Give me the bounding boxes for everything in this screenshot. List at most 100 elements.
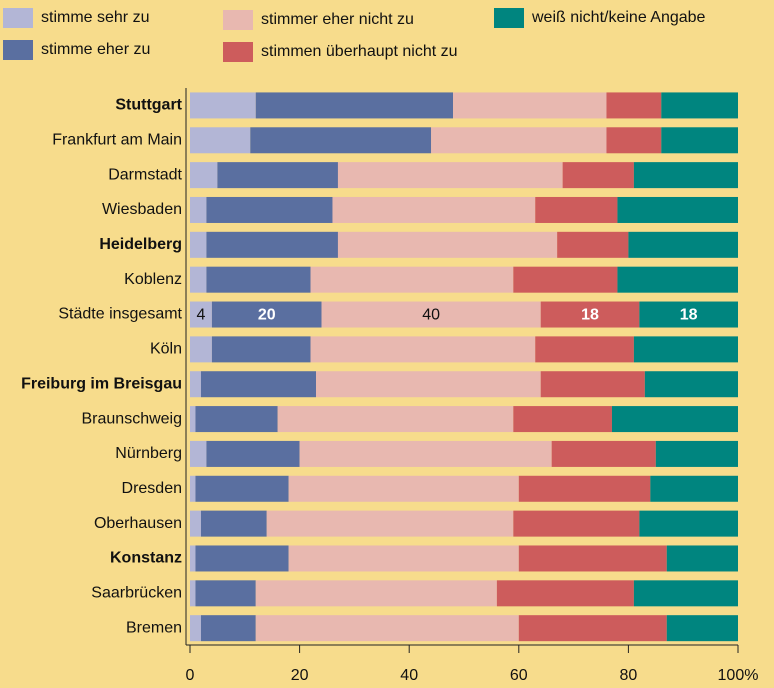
legend-label: stimme eher zu: [41, 41, 150, 58]
x-tick-label: 100%: [718, 667, 759, 684]
bar-segment: [190, 92, 256, 119]
bar-segment: [190, 196, 207, 223]
bar-segment: [606, 127, 662, 154]
bar-segment: [190, 475, 196, 502]
bar-segment: [518, 615, 667, 642]
bar-segment: [633, 336, 738, 363]
legend-label: stimmen überhaupt nicht zu: [261, 43, 458, 60]
bar-segment: [617, 196, 738, 223]
category-label: Darmstadt: [108, 166, 182, 183]
bar-segment: [513, 266, 618, 293]
bar-segment: [288, 545, 519, 572]
category-label: Städte insgesamt: [58, 306, 182, 323]
legend-label: stimme sehr zu: [41, 9, 149, 26]
bar-segment: [195, 406, 278, 433]
bar-segment: [661, 92, 738, 119]
bar-segment: [666, 615, 738, 642]
bar-segment: [211, 301, 322, 328]
bar-segment: [611, 406, 738, 433]
legend-swatch: [3, 40, 33, 60]
bar-segment: [250, 127, 432, 154]
bar-segment: [195, 580, 256, 607]
bar-segment: [540, 301, 640, 328]
bar-segment: [628, 231, 738, 258]
bar-segment: [655, 440, 738, 467]
bar-segment: [190, 510, 201, 537]
category-label: Köln: [150, 341, 182, 358]
bar-segment: [337, 162, 563, 189]
category-label: Dresden: [122, 480, 182, 497]
bar-segment: [513, 406, 612, 433]
bar-segment: [195, 545, 289, 572]
bar-segment: [190, 580, 196, 607]
bar-segment: [190, 336, 212, 363]
bar-segment: [557, 231, 629, 258]
category-label: Wiesbaden: [102, 201, 182, 218]
bar-segment: [299, 440, 552, 467]
legend-label: stimmer eher nicht zu: [261, 11, 414, 28]
category-label: Frankfurt am Main: [52, 131, 182, 148]
bar-segment: [551, 440, 656, 467]
bar-segment: [310, 336, 536, 363]
bar-segment: [277, 406, 514, 433]
value-label: 40: [422, 307, 440, 324]
bar-segment: [639, 510, 738, 537]
legend-swatch: [494, 8, 524, 28]
category-label: Braunschweig: [82, 410, 183, 427]
bar-segment: [195, 475, 289, 502]
bar-segment: [453, 92, 607, 119]
bar-segment: [211, 336, 311, 363]
bar-segment: [535, 196, 618, 223]
bar-segment: [200, 510, 267, 537]
bar-segment: [206, 231, 338, 258]
value-label: 4: [197, 307, 206, 324]
bar-segment: [200, 371, 317, 398]
category-label: Konstanz: [110, 550, 182, 567]
value-label: 18: [680, 307, 698, 324]
x-tick-label: 40: [400, 667, 418, 684]
bar-segment: [535, 336, 634, 363]
bar-segment: [190, 301, 212, 328]
bar-segment: [650, 475, 738, 502]
bar-segment: [266, 510, 514, 537]
category-label: Heidelberg: [99, 236, 182, 253]
bar-segment: [206, 266, 311, 293]
bar-segment: [255, 580, 497, 607]
bar-segment: [513, 510, 640, 537]
bar-segment: [666, 545, 738, 572]
bar-segment: [518, 545, 667, 572]
bar-segment: [337, 231, 558, 258]
bar-segment: [255, 615, 519, 642]
category-label: Oberhausen: [94, 515, 182, 532]
bar-segment: [206, 196, 333, 223]
bar-segment: [310, 266, 514, 293]
bar-segment: [190, 406, 196, 433]
category-label: Nürnberg: [115, 445, 182, 462]
bar-segment: [332, 196, 536, 223]
bar-segment: [540, 371, 645, 398]
bar-segment: [190, 440, 207, 467]
x-tick-label: 0: [186, 667, 195, 684]
bar-segment: [316, 371, 541, 398]
bar-segment: [190, 371, 201, 398]
x-tick-label: 80: [620, 667, 638, 684]
category-label: Koblenz: [124, 271, 182, 288]
bar-segment: [321, 301, 541, 328]
bar-segment: [496, 580, 634, 607]
bar-segment: [190, 162, 218, 189]
legend-swatch: [3, 8, 33, 28]
category-label: Stuttgart: [115, 97, 182, 114]
value-label: 20: [258, 307, 276, 324]
bar-segment: [190, 545, 196, 572]
bar-segment: [633, 580, 738, 607]
bar-segment: [190, 127, 251, 154]
bar-segment: [288, 475, 519, 502]
x-tick-label: 60: [510, 667, 528, 684]
category-label: Freiburg im Breisgau: [21, 375, 182, 392]
bar-segment: [633, 162, 738, 189]
category-label: Saarbrücken: [91, 585, 182, 602]
legend-swatch: [223, 10, 253, 30]
bar-segment: [200, 615, 256, 642]
value-label: 18: [581, 307, 599, 324]
